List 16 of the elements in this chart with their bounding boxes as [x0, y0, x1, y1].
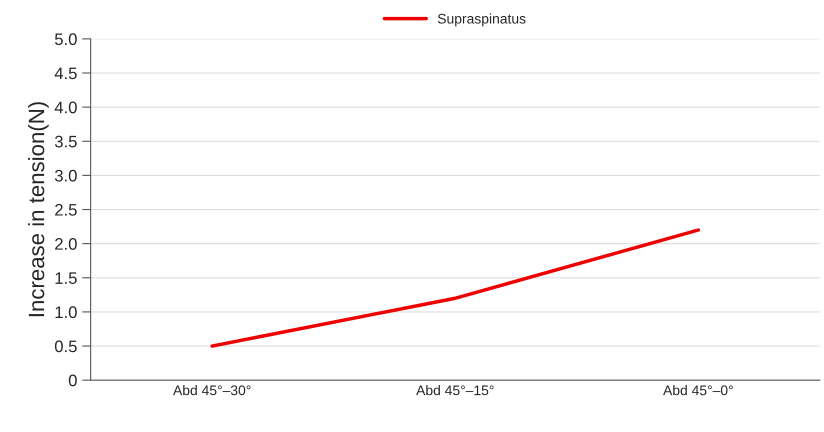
- y-tick-label: 4.0: [54, 102, 77, 114]
- y-tick-label: 3.5: [54, 136, 77, 148]
- y-axis-title: Increase in tension(N): [28, 102, 49, 316]
- y-tick-label: 5.0: [54, 33, 77, 46]
- y-tick-label: 2.0: [55, 238, 77, 250]
- legend-label: Supraspinatus: [438, 13, 526, 26]
- x-tick-label: Abd 45°–0°: [663, 385, 733, 396]
- y-tick-label: 0: [68, 374, 77, 386]
- y-tick-label: 3.0: [54, 170, 77, 182]
- y-tick-label: 2.5: [55, 204, 77, 216]
- x-tick-label: Abd 45°–15°: [416, 385, 494, 396]
- y-tick-label: 0.5: [54, 340, 77, 352]
- y-tick-label: 4.5: [54, 68, 77, 80]
- x-tick-label: Abd 45°–30°: [173, 385, 250, 396]
- y-tick-label: 1.0: [56, 306, 77, 318]
- y-tick-label: 1.5: [56, 272, 77, 284]
